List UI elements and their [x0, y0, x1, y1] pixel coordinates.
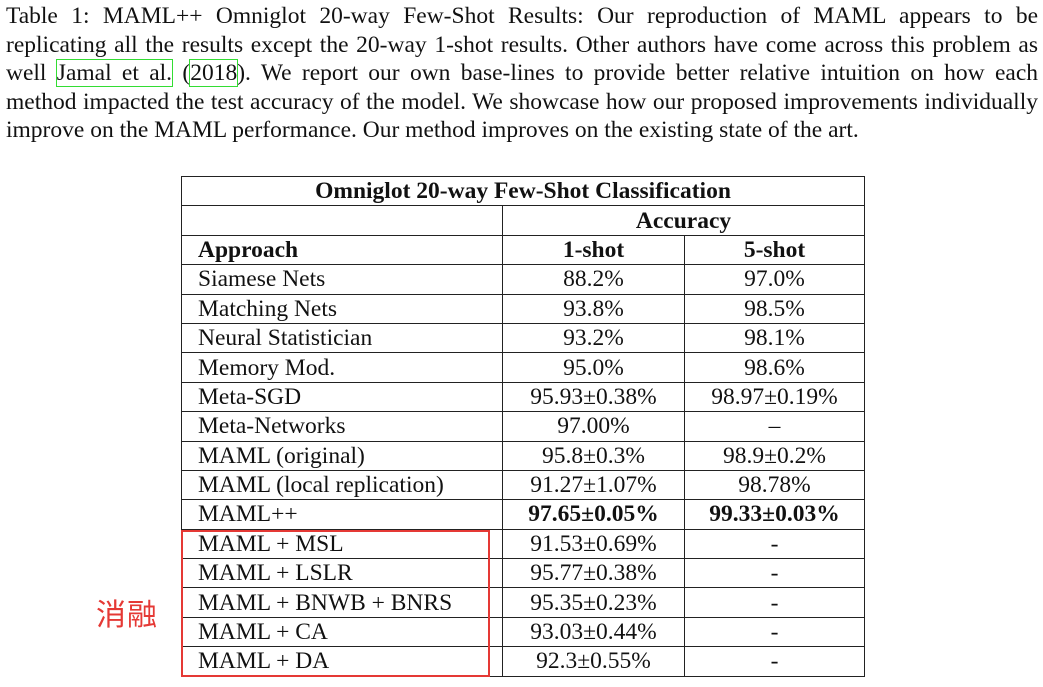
- approach-cell: Matching Nets: [181, 293, 503, 324]
- five-shot-cell: 99.33±0.03%: [684, 499, 865, 530]
- approach-cell: MAML + BNWB + BNRS: [181, 587, 503, 618]
- approach-cell: Memory Mod.: [181, 352, 503, 383]
- table-row: MAML (local replication) 91.27±1.07% 98.78…: [181, 469, 865, 501]
- five-shot-cell: 97.0%: [684, 264, 865, 295]
- approach-header: Approach: [181, 234, 503, 266]
- citation-open: (: [172, 60, 191, 87]
- table-row: MAML++ 97.65±0.05% 99.33±0.03%: [181, 499, 865, 530]
- approach-cell: Meta-SGD: [181, 381, 503, 413]
- approach-cell: MAML (local replication): [181, 469, 503, 501]
- table-row: Memory Mod. 95.0% 98.6%: [181, 352, 865, 383]
- table-row: MAML + CA 93.03±0.44% -: [181, 616, 865, 648]
- table-row: Meta-SGD 95.93±0.38% 98.97±0.19%: [181, 381, 865, 413]
- one-shot-cell: 95.0%: [502, 352, 685, 383]
- five-shot-header: 5-shot: [684, 234, 865, 266]
- one-shot-cell: 93.03±0.44%: [502, 616, 685, 648]
- five-shot-cell: 98.1%: [684, 322, 865, 354]
- approach-cell: MAML + LSLR: [181, 558, 503, 589]
- approach-cell: Neural Statistician: [181, 322, 503, 354]
- one-shot-cell: 95.35±0.23%: [502, 587, 685, 618]
- one-shot-cell: 95.77±0.38%: [502, 558, 685, 589]
- approach-cell: Siamese Nets: [181, 264, 503, 295]
- five-shot-cell: -: [684, 587, 865, 618]
- caption-prefix: Table 1: MAML++ Omniglot 20-way Few-Shot…: [6, 3, 1038, 87]
- table-row: Meta-Networks 97.00% –: [181, 411, 865, 442]
- five-shot-cell: 98.6%: [684, 352, 865, 383]
- approach-cell: Meta-Networks: [181, 411, 503, 442]
- table-caption: Table 1: MAML++ Omniglot 20-way Few-Shot…: [6, 2, 1038, 145]
- five-shot-cell: –: [684, 411, 865, 442]
- table-row: MAML + LSLR 95.77±0.38% -: [181, 558, 865, 589]
- one-shot-cell: 88.2%: [502, 264, 685, 295]
- ablation-annotation-label: 消融: [96, 598, 158, 633]
- approach-cell: MAML + MSL: [181, 528, 503, 560]
- approach-cell: MAML++: [181, 499, 503, 530]
- one-shot-cell: 92.3±0.55%: [502, 646, 685, 677]
- table-row: Matching Nets 93.8% 98.5%: [181, 293, 865, 324]
- table-title-row: Omniglot 20-way Few-Shot Classification: [181, 175, 865, 207]
- approach-cell: MAML + DA: [181, 646, 503, 677]
- table-column-header-row: Approach 1-shot 5-shot: [181, 234, 865, 266]
- five-shot-cell: 98.97±0.19%: [684, 381, 865, 413]
- approach-cell: MAML (original): [181, 440, 503, 471]
- group-header-empty-cell: [181, 205, 503, 236]
- table-row: Siamese Nets 88.2% 97.0%: [181, 264, 865, 295]
- table-row: MAML + BNWB + BNRS 95.35±0.23% -: [181, 587, 865, 618]
- one-shot-cell: 91.53±0.69%: [502, 528, 685, 560]
- one-shot-cell: 97.65±0.05%: [502, 499, 685, 530]
- citation-link[interactable]: Jamal et al.: [55, 59, 174, 88]
- one-shot-cell: 93.8%: [502, 293, 685, 324]
- table-title: Omniglot 20-way Few-Shot Classification: [181, 175, 865, 207]
- five-shot-cell: -: [684, 646, 865, 677]
- table-row: MAML (original) 95.8±0.3% 98.9±0.2%: [181, 440, 865, 471]
- one-shot-cell: 93.2%: [502, 322, 685, 354]
- accuracy-header: Accuracy: [502, 205, 865, 236]
- five-shot-cell: 98.78%: [684, 469, 865, 501]
- five-shot-cell: -: [684, 558, 865, 589]
- one-shot-cell: 95.8±0.3%: [502, 440, 685, 471]
- one-shot-cell: 95.93±0.38%: [502, 381, 685, 413]
- one-shot-header: 1-shot: [502, 234, 685, 266]
- one-shot-cell: 97.00%: [502, 411, 685, 442]
- table-row: MAML + DA 92.3±0.55% -: [181, 646, 865, 677]
- table-group-header-row: Accuracy: [181, 205, 865, 236]
- approach-cell: MAML + CA: [181, 616, 503, 648]
- five-shot-cell: 98.5%: [684, 293, 865, 324]
- one-shot-cell: 91.27±1.07%: [502, 469, 685, 501]
- table-row: MAML + MSL 91.53±0.69% -: [181, 528, 865, 560]
- five-shot-cell: -: [684, 528, 865, 560]
- table-body: Siamese Nets 88.2% 97.0% Matching Nets 93.8%…: [181, 264, 865, 677]
- five-shot-cell: -: [684, 616, 865, 648]
- citation-year-link[interactable]: 2018: [189, 59, 239, 88]
- table-row: Neural Statistician 93.2% 98.1%: [181, 322, 865, 354]
- caption-suffix: ). We report our own base-lines to provi…: [6, 60, 1038, 144]
- results-table: Omniglot 20-way Few-Shot Classification …: [181, 175, 865, 677]
- five-shot-cell: 98.9±0.2%: [684, 440, 865, 471]
